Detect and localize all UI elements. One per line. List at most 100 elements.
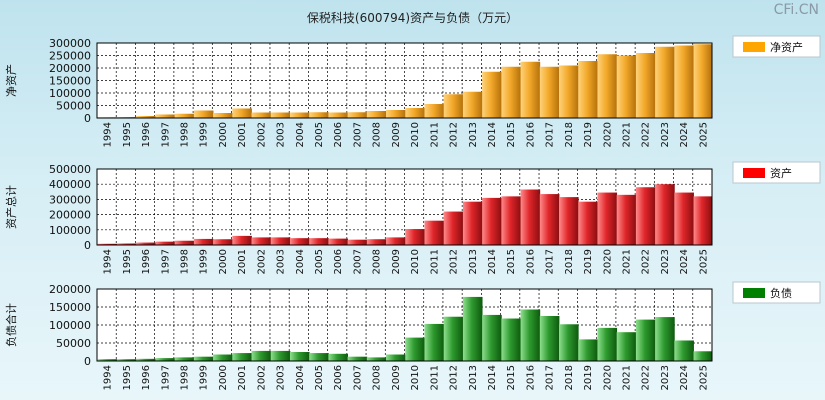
bar bbox=[559, 65, 579, 118]
bar bbox=[539, 66, 560, 118]
legend-swatch bbox=[743, 168, 765, 178]
legend-swatch bbox=[743, 288, 765, 298]
y-tick-label: 300000 bbox=[49, 37, 91, 50]
bar bbox=[289, 352, 310, 361]
plot-border bbox=[96, 42, 713, 119]
y-tick-label: 0 bbox=[84, 239, 91, 252]
y-axis-label: 负债合计 bbox=[4, 303, 18, 347]
bar bbox=[424, 104, 445, 118]
bar bbox=[116, 359, 137, 361]
legend-label: 净资产 bbox=[770, 40, 803, 54]
chart-title: 保税科技(600794)资产与负债（万元） bbox=[306, 11, 519, 25]
x-tick-label: 1998 bbox=[179, 365, 190, 390]
bar bbox=[347, 356, 368, 361]
bar bbox=[693, 351, 712, 361]
x-tick-label: 2014 bbox=[487, 122, 498, 147]
bar bbox=[424, 220, 445, 245]
legend-label: 负债 bbox=[770, 286, 792, 300]
x-tick-label: 2002 bbox=[256, 249, 267, 274]
x-tick-label: 2022 bbox=[641, 365, 652, 390]
x-tick-label: 2004 bbox=[295, 365, 306, 390]
y-tick-label: 100000 bbox=[49, 224, 91, 237]
bar bbox=[616, 55, 637, 118]
bar bbox=[482, 197, 502, 245]
bar bbox=[462, 296, 483, 361]
bar bbox=[655, 184, 675, 245]
x-tick-label: 2020 bbox=[602, 122, 613, 147]
x-tick-label: 2011 bbox=[429, 365, 440, 390]
bar bbox=[635, 53, 656, 118]
x-tick-label: 2019 bbox=[583, 249, 594, 274]
bar bbox=[309, 353, 329, 361]
x-tick-label: 2023 bbox=[660, 365, 671, 390]
x-tick-label: 2011 bbox=[429, 122, 440, 147]
x-tick-label: 2016 bbox=[525, 365, 536, 390]
plot-border bbox=[96, 168, 713, 246]
x-tick-label: 2019 bbox=[583, 365, 594, 390]
bar bbox=[155, 358, 176, 361]
bar bbox=[674, 340, 694, 361]
bar bbox=[501, 318, 521, 361]
bar bbox=[655, 317, 675, 361]
x-tick-label: 2007 bbox=[352, 249, 363, 274]
y-tick-label: 100000 bbox=[49, 319, 91, 332]
bar bbox=[462, 201, 483, 245]
bar bbox=[405, 108, 425, 118]
bar bbox=[251, 237, 272, 245]
bar bbox=[136, 116, 156, 118]
x-tick-label: 2020 bbox=[602, 365, 613, 390]
x-tick-label: 2024 bbox=[679, 365, 690, 390]
x-tick-label: 2000 bbox=[218, 249, 229, 274]
bar bbox=[251, 350, 272, 361]
x-tick-label: 2018 bbox=[564, 249, 575, 274]
bar bbox=[213, 354, 233, 361]
x-tick-label: 2009 bbox=[391, 249, 402, 274]
y-axis-label: 净资产 bbox=[4, 64, 18, 97]
bar bbox=[386, 110, 406, 118]
y-tick-label: 0 bbox=[84, 112, 91, 125]
x-tick-label: 2000 bbox=[218, 122, 229, 147]
x-tick-label: 2005 bbox=[314, 122, 325, 147]
x-tick-label: 1995 bbox=[122, 122, 133, 147]
bar bbox=[347, 112, 368, 118]
x-tick-label: 2012 bbox=[449, 249, 460, 274]
x-tick-label: 2002 bbox=[256, 122, 267, 147]
bar bbox=[347, 239, 368, 245]
x-tick-label: 2016 bbox=[525, 249, 536, 274]
x-tick-label: 1998 bbox=[179, 122, 190, 147]
x-tick-label: 2003 bbox=[276, 365, 287, 390]
x-tick-label: 2017 bbox=[545, 365, 556, 390]
bar bbox=[232, 235, 252, 245]
x-tick-label: 2011 bbox=[429, 249, 440, 274]
x-tick-label: 1999 bbox=[199, 122, 210, 147]
x-tick-label: 1996 bbox=[141, 122, 152, 147]
bar bbox=[213, 239, 233, 245]
bar bbox=[616, 332, 637, 361]
x-tick-label: 2001 bbox=[237, 122, 248, 147]
y-tick-label: 50000 bbox=[56, 100, 91, 113]
bar bbox=[309, 112, 329, 118]
x-tick-label: 2013 bbox=[468, 365, 479, 390]
x-tick-label: 2005 bbox=[314, 365, 325, 390]
x-tick-label: 2021 bbox=[622, 249, 633, 274]
bar bbox=[462, 91, 483, 118]
x-tick-label: 2008 bbox=[372, 365, 383, 390]
x-tick-label: 2017 bbox=[545, 249, 556, 274]
bar bbox=[174, 113, 195, 118]
watermark: CFi.CN bbox=[773, 2, 819, 18]
bar bbox=[597, 54, 618, 118]
bar bbox=[386, 237, 406, 245]
bar bbox=[520, 61, 541, 118]
bar bbox=[193, 110, 214, 118]
bar bbox=[443, 211, 464, 245]
bar bbox=[251, 112, 272, 118]
x-tick-label: 2024 bbox=[679, 122, 690, 147]
x-tick-label: 2017 bbox=[545, 122, 556, 147]
y-tick-label: 150000 bbox=[49, 75, 91, 88]
x-tick-label: 2023 bbox=[660, 122, 671, 147]
x-tick-label: 2006 bbox=[333, 249, 344, 274]
y-tick-label: 500000 bbox=[49, 163, 91, 176]
x-tick-label: 2003 bbox=[276, 249, 287, 274]
bar bbox=[232, 353, 252, 361]
